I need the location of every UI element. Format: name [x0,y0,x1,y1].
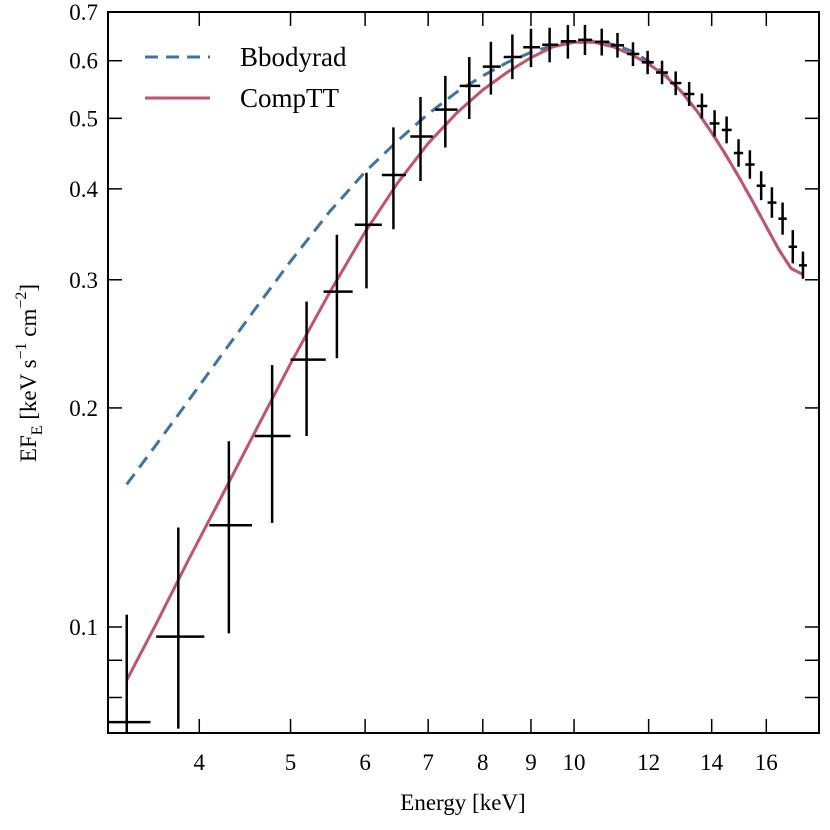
data-point [410,96,433,182]
data-point [354,172,382,289]
data-point [778,202,787,235]
y-axis-label-units-c: ] [16,284,41,292]
data-point [798,251,807,279]
x-tick-label: 8 [477,750,489,775]
plot-frame [107,11,820,734]
data-point [788,230,798,264]
y-tick-label: 0.5 [69,106,98,131]
x-tick-label: 12 [637,750,660,775]
data-point [459,57,481,119]
legend: Bbodyrad CompTT [145,42,347,113]
data-point [523,28,540,68]
x-tick-label: 7 [422,750,434,775]
x-tick-label: 5 [285,750,297,775]
y-tick-label: 0.7 [69,0,98,25]
y-axis-label-exp2: −2 [13,292,30,309]
data-point [756,171,766,201]
data-point [323,234,353,359]
data-point [721,116,732,144]
data-point [611,32,625,58]
data-point [560,24,577,59]
data-point [709,110,720,137]
data-point [626,42,640,67]
x-tick-label: 14 [700,750,724,775]
y-axis-label-units-b: cm [16,308,41,342]
data-point [594,28,610,56]
x-tick-label: 6 [359,750,371,775]
legend-label-comptt: CompTT [240,83,340,113]
y-axis-label-units-a: [keV s [16,359,41,425]
data-point [578,24,593,55]
legend-label-bbodyrad: Bbodyrad [240,42,347,72]
x-tick-label: 16 [755,750,778,775]
y-tick-label: 0.3 [69,268,98,293]
data-points [108,24,807,733]
data-point [381,127,406,230]
y-axis-label-ef: EF [16,435,41,462]
y-tick-label: 0.6 [69,49,98,74]
x-axis-label: Energy [keV] [400,790,525,815]
y-tick-label: 0.2 [69,396,98,421]
y-axis-label-sub: E [29,425,46,435]
data-point [670,71,682,96]
data-point [696,93,708,119]
y-tick-label: 0.4 [69,177,98,202]
data-point [209,441,252,634]
y-tick-label: 0.1 [69,615,98,640]
y-axis-label-exp1: −1 [13,342,30,359]
data-point [683,81,695,106]
data-point [290,301,326,436]
axis-ticks [108,11,819,733]
data-point [542,27,559,63]
data-point [733,139,744,167]
data-point [767,187,777,218]
tick-labels: 4 5 6 7 8 9 10 12 14 16 0.1 0.2 0.3 0.4 0.5 0.6 0.7 [69,0,778,775]
data-point [254,365,291,523]
data-point [108,614,151,733]
data-point [641,50,654,75]
data-point [656,60,668,85]
x-tick-label: 10 [563,750,586,775]
x-tick-label: 9 [525,750,537,775]
data-point [435,75,458,148]
y-axis-label: EFE [keV s−1 cm−2] [13,284,46,462]
data-point [156,527,205,729]
data-point [482,41,501,95]
data-point [745,150,755,179]
data-point [503,34,522,80]
x-tick-label: 4 [194,750,206,775]
